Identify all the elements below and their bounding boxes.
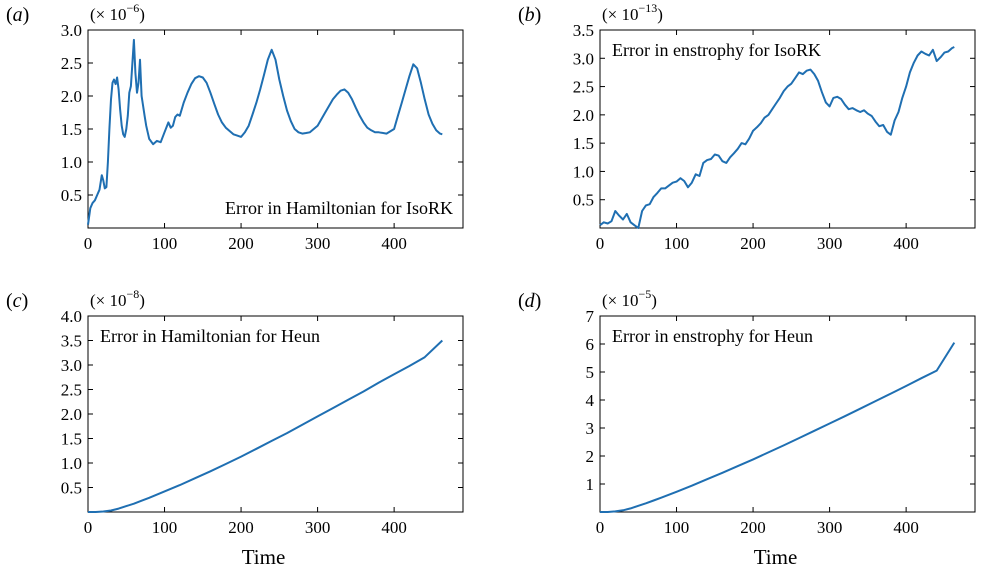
x-tick-label: 400 bbox=[893, 518, 919, 537]
y-tick-label: 4 bbox=[586, 391, 595, 410]
y-tick-label: 3 bbox=[586, 419, 595, 438]
x-tick-label: 400 bbox=[381, 234, 407, 253]
axis-scale-factor: (× 10−6) bbox=[90, 1, 145, 24]
axis-scale-factor: (× 10−5) bbox=[602, 287, 657, 310]
y-tick-label: 0.5 bbox=[573, 191, 594, 210]
y-tick-label: 2.0 bbox=[61, 405, 82, 424]
x-tick-label: 300 bbox=[305, 518, 331, 537]
x-axis-title: Time bbox=[242, 545, 286, 569]
x-tick-label: 400 bbox=[893, 234, 919, 253]
y-tick-label: 1 bbox=[586, 475, 595, 494]
annotation-label: Error in Hamiltonian for Heun bbox=[100, 326, 320, 346]
panel-label: (b) bbox=[518, 4, 541, 26]
y-tick-label: 1.0 bbox=[61, 454, 82, 473]
x-tick-label: 400 bbox=[381, 518, 407, 537]
x-tick-label: 100 bbox=[664, 234, 690, 253]
x-tick-label: 100 bbox=[152, 234, 178, 253]
axis-scale-factor: (× 10−13) bbox=[602, 1, 663, 24]
series-line bbox=[87, 38, 443, 225]
panel-c: 0 100 200 300 400 0.5 1.0 1.5 2.0 2.5 3.0 3.5 4.0 (c)… bbox=[6, 287, 464, 569]
y-tick-label: 2.0 bbox=[573, 106, 594, 125]
y-tick-label: 2 bbox=[586, 447, 595, 466]
x-tick-label: 0 bbox=[84, 234, 93, 253]
plot-frame bbox=[599, 315, 976, 513]
annotation-label: Error in Hamiltonian for IsoRK bbox=[225, 198, 453, 218]
x-tick-label: 300 bbox=[817, 518, 843, 537]
y-tick-label: 1.0 bbox=[61, 153, 82, 172]
y-tick-label: 3.5 bbox=[573, 21, 594, 40]
x-tick-label: 0 bbox=[84, 518, 93, 537]
series-line bbox=[88, 339, 443, 513]
y-tick-label: 3.0 bbox=[573, 49, 594, 68]
y-tick-label: 1.5 bbox=[573, 134, 594, 153]
y-tick-label: 1.0 bbox=[573, 162, 594, 181]
y-tick-label: 7 bbox=[586, 307, 595, 326]
series-line bbox=[600, 342, 956, 513]
x-tick-label: 0 bbox=[596, 518, 605, 537]
annotation-label: Error in enstrophy for IsoRK bbox=[612, 40, 821, 60]
x-tick-label: 300 bbox=[305, 234, 331, 253]
y-tick-label: 3.0 bbox=[61, 356, 82, 375]
x-tick-label: 200 bbox=[228, 518, 254, 537]
series-line bbox=[599, 46, 955, 229]
plot-frame bbox=[599, 29, 976, 229]
y-tick-label: 4.0 bbox=[61, 307, 82, 326]
axis-scale-factor: (× 10−8) bbox=[90, 287, 145, 310]
x-tick-label: 100 bbox=[152, 518, 178, 537]
y-tick-label: 1.5 bbox=[61, 120, 82, 139]
x-tick-label: 300 bbox=[817, 234, 843, 253]
panel-label: (a) bbox=[6, 4, 29, 26]
y-tick-label: 0.5 bbox=[61, 479, 82, 498]
y-tick-label: 0.5 bbox=[61, 186, 82, 205]
x-tick-label: 200 bbox=[740, 518, 766, 537]
y-tick-label: 2.0 bbox=[61, 87, 82, 106]
y-tick-label: 5 bbox=[586, 363, 595, 382]
y-tick-label: 2.5 bbox=[61, 381, 82, 400]
y-tick-label: 6 bbox=[586, 335, 595, 354]
annotation-label: Error in enstrophy for Heun bbox=[612, 326, 813, 346]
panel-a: 0 100 200 300 400 0.5 1.0 1.5 2.0 2.5 3.0 (a) (× 10−… bbox=[6, 1, 464, 253]
x-tick-label: 100 bbox=[664, 518, 690, 537]
y-tick-label: 3.0 bbox=[61, 21, 82, 40]
panel-label: (d) bbox=[518, 290, 541, 312]
y-tick-label: 3.5 bbox=[61, 332, 82, 351]
panel-label: (c) bbox=[6, 290, 28, 312]
panel-d: 0 100 200 300 400 1 2 3 4 5 6 7 (d) (× 10−5) Error in … bbox=[518, 287, 976, 569]
x-tick-label: 200 bbox=[740, 234, 766, 253]
y-tick-label: 2.5 bbox=[573, 78, 594, 97]
y-tick-label: 2.5 bbox=[61, 54, 82, 73]
panel-b: 0 100 200 300 400 0.5 1.0 1.5 2.0 2.5 3.0 3.5 (b) (× … bbox=[518, 1, 976, 253]
x-tick-label: 200 bbox=[228, 234, 254, 253]
y-tick-label: 1.5 bbox=[61, 430, 82, 449]
x-axis-title: Time bbox=[754, 545, 798, 569]
x-tick-label: 0 bbox=[596, 234, 605, 253]
